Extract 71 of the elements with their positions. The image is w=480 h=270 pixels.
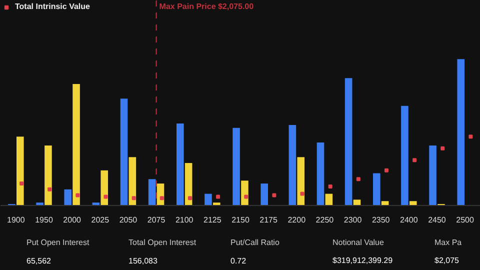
x-tick-label: 2300: [344, 216, 362, 224]
text: Put/Call Ratio: [230, 238, 280, 247]
x-tick-label: 2000: [63, 216, 82, 224]
text: Notional Value: [332, 238, 384, 247]
bar: [241, 180, 248, 206]
text: Max Pa: [434, 238, 462, 247]
bar: [401, 106, 408, 206]
text: Put Open Interest: [26, 238, 90, 247]
bar: [100, 170, 108, 206]
point: [300, 192, 304, 196]
point: [440, 146, 445, 150]
text: $319,912,399.29: [332, 256, 394, 265]
x-tick-label: 1950: [35, 216, 54, 224]
point: [160, 196, 164, 200]
point: [412, 158, 417, 162]
x-tick-label: 2450: [428, 216, 446, 224]
bar: [353, 200, 361, 206]
bar: [64, 189, 72, 206]
point: [48, 187, 52, 192]
x-tick-label: 2100: [175, 216, 194, 224]
text: Total Open Interest: [128, 238, 197, 247]
legend-label: Total Intrinsic Value: [15, 2, 90, 11]
x-tick-label: 2075: [147, 216, 166, 224]
bar: [128, 157, 136, 206]
point: [104, 194, 108, 199]
bar: [297, 157, 304, 206]
text: 65,562: [26, 256, 52, 266]
text: 0.72: [230, 256, 247, 266]
bar: [44, 145, 52, 206]
bar: [176, 124, 184, 206]
x-tick-label: 2250: [316, 216, 334, 224]
bar: [72, 84, 80, 206]
x-tick-label: 2150: [232, 216, 250, 224]
bar: [457, 59, 464, 206]
bar: [344, 78, 352, 206]
x-tick-label: 2350: [372, 216, 390, 224]
point: [468, 134, 473, 139]
point: [272, 193, 276, 198]
point: [132, 196, 136, 200]
point: [244, 194, 248, 199]
bar: [325, 194, 333, 206]
bar: [409, 201, 417, 206]
bar: [372, 173, 380, 206]
point: [76, 193, 80, 198]
bar: [260, 184, 268, 206]
point: [356, 177, 360, 182]
x-tick-label: 2200: [288, 216, 306, 224]
bar: [204, 194, 212, 206]
bar: [429, 145, 436, 206]
bar: [148, 179, 156, 206]
x-tick-label: 2025: [91, 216, 110, 224]
point: [384, 168, 388, 172]
bar: [120, 98, 128, 206]
bar: [288, 124, 296, 206]
x-tick-label: 1900: [7, 216, 26, 224]
x-tick-label: 2400: [400, 216, 418, 224]
point: [188, 196, 192, 200]
x-tick-label: 2050: [119, 216, 138, 224]
point: [216, 194, 220, 199]
x-tick-label: 2125: [204, 216, 222, 224]
bar: [232, 128, 240, 206]
x-tick-label: 2175: [260, 216, 278, 224]
x-tick-label: 2500: [456, 216, 475, 224]
point: [20, 182, 24, 186]
bar: [316, 142, 324, 206]
ref-line-label: Max Pain Price $2,075.00: [159, 2, 254, 11]
text: $2,075: [434, 256, 460, 265]
point: [328, 184, 332, 188]
bar: [16, 136, 24, 206]
text: 156,083: [128, 256, 158, 266]
bar: [184, 163, 192, 206]
